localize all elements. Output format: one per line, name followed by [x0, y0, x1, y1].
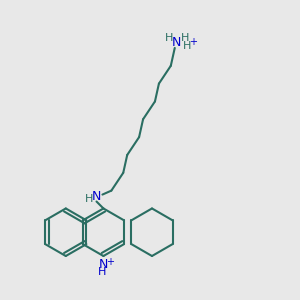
Text: N: N	[172, 35, 182, 49]
Text: H: H	[165, 33, 173, 43]
Text: H: H	[84, 194, 93, 203]
Text: H: H	[182, 41, 191, 51]
Text: N: N	[99, 258, 108, 271]
Text: N: N	[92, 190, 101, 203]
Text: H: H	[98, 267, 106, 277]
Text: H: H	[181, 33, 189, 43]
Text: +: +	[106, 257, 114, 267]
Text: +: +	[189, 37, 196, 47]
